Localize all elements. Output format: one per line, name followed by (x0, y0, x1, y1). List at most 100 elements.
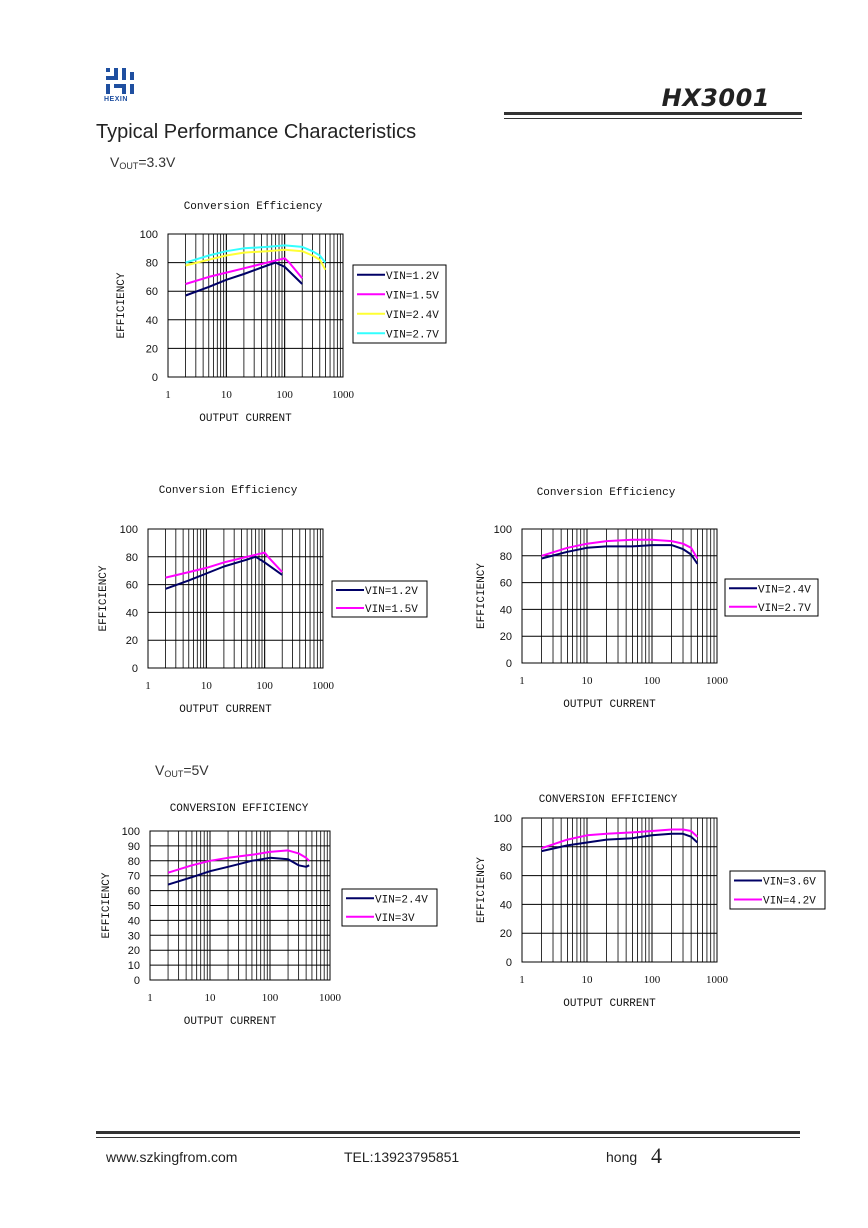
y-tick-label: 20 (126, 635, 138, 647)
footer-author: hong (606, 1149, 638, 1165)
y-tick-label: 0 (132, 663, 138, 675)
y-tick-label: 70 (128, 871, 140, 883)
hexin-logo: HEXIN (104, 66, 140, 106)
plot-area (167, 233, 344, 378)
legend-box (724, 578, 819, 617)
chart-svg: CONVERSION EFFICIENCY1009080706050403020… (101, 803, 438, 1028)
y-tick-label: 0 (506, 957, 512, 969)
legend-box (331, 580, 428, 618)
x-tick-label: 1000 (312, 680, 335, 692)
x-axis-label: OUTPUT CURRENT (563, 699, 656, 711)
x-tick-label: 1000 (319, 992, 342, 1004)
efficiency-chart-vout-5v-low-vin: CONVERSION EFFICIENCY 100 90 80 70 60 50 40 30 20… (95, 797, 445, 1037)
x-tick-label: 1 (147, 992, 153, 1004)
y-axis-label: EFFICIENCY (101, 872, 113, 938)
chart-title: CONVERSION EFFICIENCY (539, 794, 678, 806)
x-axis-label: OUTPUT CURRENT (563, 998, 656, 1010)
chart-title: Conversion Efficiency (537, 487, 676, 499)
series-line (165, 551, 283, 579)
y-tick-label: 80 (500, 842, 512, 854)
y-tick-label: 80 (500, 551, 512, 563)
x-tick-label: 10 (201, 680, 213, 692)
legend-box (729, 870, 826, 910)
legend-label: VIN=1.2V (386, 271, 439, 283)
chart-svg: Conversion Efficiency 100 80 60 40 20 01 10 100 1… (116, 201, 447, 425)
document-title: HX3001 (661, 84, 770, 112)
legend-label: VIN=4.2V (763, 896, 816, 908)
legend-label: VIN=2.7V (386, 329, 439, 341)
y-tick-label: 10 (128, 960, 140, 972)
efficiency-chart-vout-3v3-low-vin: Conversion Efficiency 100 80 60 40 20 0 1 10 100 1… (92, 480, 442, 720)
efficiency-chart-vout-3v3-high-vin: Conversion Efficiency 100 80 60 40 20 0 1 10 100 1… (470, 482, 830, 722)
x-tick-label: 100 (276, 389, 293, 401)
chart-svg: Conversion Efficiency 100 80 60 40 20 01 10 100 1… (98, 485, 428, 716)
y-tick-label: 60 (146, 286, 158, 298)
series-line (541, 544, 699, 565)
legend-label: VIN=2.7V (758, 603, 811, 615)
y-axis-label: EFFICIENCY (476, 857, 488, 923)
x-tick-label: 1000 (706, 675, 729, 687)
chart-title: CONVERSION EFFICIENCY (170, 803, 309, 815)
x-axis-label: OUTPUT CURRENT (199, 413, 292, 425)
x-tick-label: 100 (262, 992, 279, 1004)
x-tick-label: 100 (644, 675, 661, 687)
y-axis-label: EFFICIENCY (476, 563, 488, 629)
y-tick-label: 90 (128, 841, 140, 853)
y-tick-label: 100 (120, 524, 138, 536)
x-tick-label: 10 (205, 992, 217, 1004)
logo-text: HEXIN (104, 96, 128, 103)
legend-label: VIN=1.2V (365, 586, 418, 598)
page-number: 4 (651, 1143, 662, 1168)
footer-rule-thin (96, 1137, 800, 1138)
x-axis-label: OUTPUT CURRENT (179, 704, 272, 716)
y-tick-label: 80 (146, 258, 158, 270)
series-line (165, 555, 283, 590)
x-tick-label: 1000 (332, 389, 355, 401)
x-tick-label: 1 (519, 675, 525, 687)
y-tick-label: 0 (134, 975, 140, 987)
y-tick-label: 100 (140, 229, 158, 241)
series-line (541, 828, 699, 850)
legend-label: VIN=2.4V (758, 584, 811, 596)
y-tick-label: 40 (126, 607, 138, 619)
y-tick-label: 20 (500, 631, 512, 643)
chart-title: Conversion Efficiency (184, 201, 323, 213)
y-tick-label: 40 (500, 899, 512, 911)
x-tick-label: 1 (519, 974, 525, 986)
legend-label: VIN=1.5V (386, 290, 439, 302)
legend-label: VIN=3.6V (763, 877, 816, 889)
series-line (167, 849, 310, 874)
condition-label-vout-3v3: VOUT=3.3V (110, 154, 176, 171)
x-tick-label: 1 (145, 680, 151, 692)
y-tick-label: 50 (128, 901, 140, 913)
hexin-logo-mark (106, 68, 134, 94)
header-rule-thick (504, 112, 802, 115)
series-line (185, 257, 303, 285)
series-line (185, 244, 327, 264)
chart-title: Conversion Efficiency (159, 485, 298, 497)
condition-label-vout-5v: VOUT=5V (155, 762, 209, 779)
efficiency-chart-vout-5v-high-vin: CONVERSION EFFICIENCY 100 80 60 40 20 0 1 10 100 1… (470, 788, 840, 1028)
y-tick-label: 0 (506, 658, 512, 670)
y-tick-label: 60 (128, 886, 140, 898)
chart-svg: CONVERSION EFFICIENCY 100 80 60 40 20 01 10 100 1… (476, 794, 826, 1010)
y-tick-label: 60 (500, 871, 512, 883)
series-line (185, 248, 327, 271)
legend-box (341, 888, 438, 927)
y-tick-label: 0 (152, 372, 158, 384)
y-tick-label: 40 (146, 315, 158, 327)
y-tick-label: 40 (128, 915, 140, 927)
efficiency-chart-vout-3v3-all: Conversion Efficiency 100 80 60 40 20 0 1 10 100 1… (110, 195, 460, 425)
x-tick-label: 100 (256, 680, 273, 692)
y-tick-label: 40 (500, 604, 512, 616)
header-rule-thin (504, 118, 802, 119)
y-axis-label: EFFICIENCY (98, 565, 110, 631)
section-heading: Typical Performance Characteristics (96, 121, 417, 143)
y-tick-label: 80 (128, 856, 140, 868)
x-tick-label: 100 (644, 974, 661, 986)
x-tick-label: 10 (221, 389, 233, 401)
y-tick-label: 20 (146, 343, 158, 355)
footer-telephone: TEL:13923795851 (344, 1149, 460, 1165)
legend-label: VIN=2.4V (386, 310, 439, 322)
x-tick-label: 1000 (706, 974, 729, 986)
